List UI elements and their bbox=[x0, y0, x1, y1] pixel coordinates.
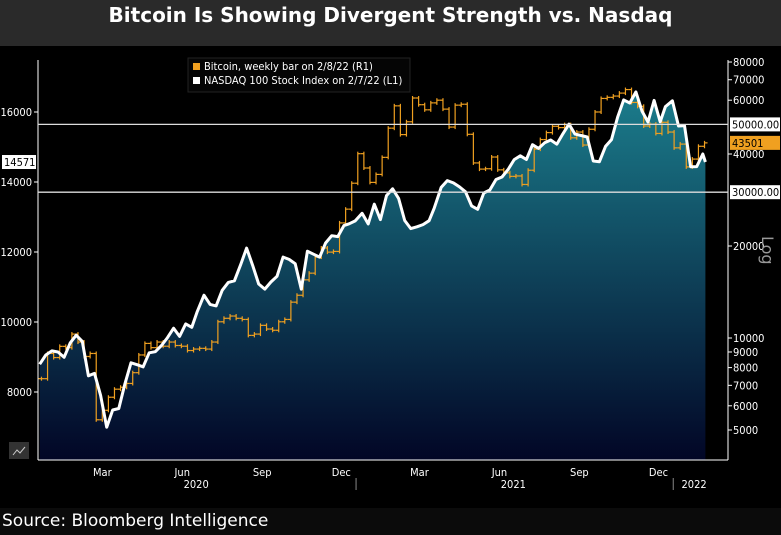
reference-label-box bbox=[730, 185, 780, 200]
x-month-label: Jun bbox=[174, 466, 190, 479]
x-month-label: Dec bbox=[649, 466, 668, 479]
legend-swatch-nasdaq bbox=[193, 77, 200, 84]
legend-label-bitcoin: Bitcoin, weekly bar on 2/8/22 (R1) bbox=[204, 60, 373, 73]
nasdaq-last-value: 14571 bbox=[4, 156, 35, 169]
left-tick-label: 14000 bbox=[1, 176, 32, 189]
legend-swatch-bitcoin bbox=[193, 63, 200, 70]
right-tick-label: 20000 bbox=[733, 240, 764, 253]
left-tick-label: 12000 bbox=[1, 246, 32, 259]
bitcoin-last-box bbox=[730, 135, 780, 150]
legend-label-nasdaq: NASDAQ 100 Stock Index on 2/7/22 (L1) bbox=[204, 74, 402, 87]
x-year-label: 2022 bbox=[682, 478, 707, 491]
x-month-label: Dec bbox=[332, 466, 351, 479]
nasdaq-line bbox=[38, 90, 707, 429]
reference-label: 30000.00 bbox=[732, 186, 779, 199]
right-tick-label: 9000 bbox=[733, 346, 758, 359]
nasdaq-last-box bbox=[2, 155, 36, 170]
right-tick-label: 40000 bbox=[733, 148, 764, 161]
chart: 8000 10000 12000 14000 16000 5000 6000 7000 8000… bbox=[1, 56, 780, 491]
x-month-label: Sep bbox=[570, 466, 589, 479]
right-tick-label: 7000 bbox=[733, 379, 758, 392]
log-scale-label: Log bbox=[758, 236, 777, 265]
chart-type-button[interactable] bbox=[9, 442, 29, 459]
x-year-label: 2020 bbox=[184, 478, 209, 491]
nasdaq-area bbox=[39, 91, 706, 461]
right-tick-label: 6000 bbox=[733, 400, 758, 413]
source-note: Source: Bloomberg Intelligence bbox=[0, 508, 781, 535]
x-month-label: Sep bbox=[253, 466, 272, 479]
reference-label-box bbox=[730, 117, 780, 132]
bitcoin-last-value: 43501 bbox=[732, 137, 763, 150]
reference-label: 50000.00 bbox=[732, 118, 779, 131]
left-tick-label: 10000 bbox=[1, 316, 32, 329]
x-year-label: 2021 bbox=[501, 478, 526, 491]
right-tick-label: 80000 bbox=[733, 56, 764, 69]
right-tick-label: 60000 bbox=[733, 94, 764, 107]
left-tick-label: 8000 bbox=[7, 386, 32, 399]
chart-title: Bitcoin Is Showing Divergent Strength vs… bbox=[0, 0, 781, 46]
right-tick-label: 70000 bbox=[733, 74, 764, 87]
left-tick-label: 16000 bbox=[1, 106, 32, 119]
right-tick-label: 5000 bbox=[733, 424, 758, 437]
x-month-label: Jun bbox=[491, 466, 507, 479]
right-tick-label: 10000 bbox=[733, 332, 764, 345]
x-month-label: Mar bbox=[410, 466, 430, 479]
right-tick-label: 8000 bbox=[733, 362, 758, 375]
legend: Bitcoin, weekly bar on 2/8/22 (R1) NASDA… bbox=[187, 57, 411, 93]
x-month-label: Mar bbox=[93, 466, 113, 479]
